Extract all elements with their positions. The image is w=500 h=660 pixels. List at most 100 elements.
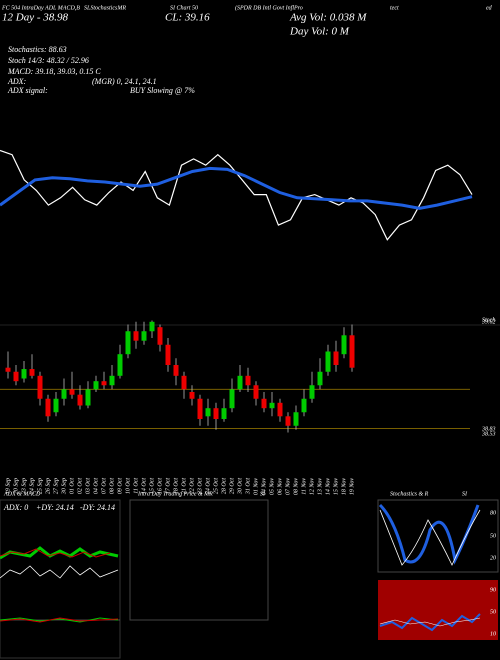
candle-body	[109, 375, 115, 386]
hdr: ed	[486, 5, 493, 11]
date-label: 24 Sep	[28, 478, 35, 494]
candle-body	[349, 335, 355, 368]
day-change: 12 Day - 38.98	[2, 12, 68, 24]
date-label: 15 Nov	[333, 478, 339, 496]
blue-line	[0, 166, 473, 210]
avg-vol: Avg Vol: 0.038 M	[289, 12, 367, 24]
mdy-text: -DY: 24.14	[80, 503, 115, 512]
candle-body	[317, 371, 323, 386]
stochastics: Stochastics: 88.63	[8, 45, 67, 54]
candle-body	[181, 375, 187, 390]
hdr: SLStochasticsMR	[84, 5, 126, 11]
adx-text: ADX: 0	[3, 503, 28, 512]
candle-body	[53, 398, 59, 413]
candle-body	[261, 398, 267, 409]
date-label: 13 Nov	[317, 478, 323, 496]
candle-body	[325, 351, 331, 372]
date-label: 18 Nov	[341, 478, 347, 496]
osc-label: Stoch	[482, 317, 495, 323]
hdr: tect	[390, 5, 399, 11]
price-label: 38.83	[481, 426, 496, 432]
date-label: 23 Oct	[197, 478, 203, 494]
candle-body	[85, 389, 91, 406]
tick: 50	[490, 609, 496, 615]
candle-body	[149, 321, 155, 332]
candle-body	[245, 375, 251, 386]
dy-line	[0, 548, 111, 558]
date-label: 29 Oct	[229, 478, 235, 494]
panel-title: Stochastics & R	[390, 491, 429, 497]
pdy-text: +DY: 24.14	[36, 503, 74, 512]
dy-line	[0, 565, 119, 579]
tick: 80	[490, 510, 496, 516]
date-label: 16 Oct	[157, 478, 163, 494]
candle-body	[301, 398, 307, 413]
tick: 20	[490, 555, 496, 561]
candle-body	[221, 408, 227, 419]
date-label: 25 Sep	[37, 478, 43, 494]
candle-body	[237, 375, 243, 390]
stoch-panel	[377, 499, 499, 573]
date-label: 26 Sep	[45, 478, 51, 494]
candle-body	[205, 408, 211, 417]
candle-body	[93, 381, 99, 390]
candle-body	[45, 398, 51, 417]
rsi	[379, 613, 481, 632]
signal: BUY Slowing @ 7%	[130, 86, 195, 95]
close: CL: 39.16	[165, 12, 210, 24]
date-label: 19 Sep	[5, 478, 11, 494]
date-label: 17 Oct	[165, 478, 171, 494]
candle-body	[69, 389, 75, 395]
date-label: 22 Oct	[189, 478, 195, 494]
date-label: 10 Oct	[125, 478, 131, 494]
adx: ADX:	[7, 77, 27, 86]
candle-body	[173, 365, 179, 376]
candle-body	[189, 392, 195, 399]
date-label: 11 Nov	[301, 478, 307, 495]
date-label: 30 Sep	[61, 478, 67, 495]
candle-body	[277, 402, 283, 417]
candle-body	[37, 375, 43, 399]
white-line	[0, 149, 473, 241]
hdr: FC 504 IntraDay ADL MACD,B	[1, 4, 80, 11]
date-label: 08 Oct	[109, 478, 115, 494]
price-label: 38.53	[481, 431, 496, 437]
candle-body	[29, 369, 35, 376]
adx-signal: ADX signal:	[7, 86, 48, 95]
date-label: 07 Oct	[101, 478, 107, 494]
date-label: 06 Nov	[277, 478, 283, 496]
date-label: 09 Oct	[117, 478, 123, 494]
candle-body	[157, 327, 163, 345]
stoch-k	[378, 503, 480, 565]
macd: MACD: 39.18, 39.03, 0.15 C	[7, 67, 101, 76]
date-label: 14 Oct	[140, 478, 147, 494]
candle-body	[285, 416, 291, 426]
date-label: 30 Oct	[237, 478, 243, 495]
candle-body	[309, 385, 315, 399]
candle-body	[5, 367, 11, 372]
candle-body	[197, 398, 203, 419]
candle-body	[141, 331, 147, 341]
date-label: 03 Oct	[85, 478, 91, 494]
day-vol: Day Vol: 0 M	[289, 26, 350, 38]
intraday-panel	[129, 499, 269, 621]
candle-body	[21, 369, 27, 379]
candle-body	[61, 389, 67, 399]
tick: 50	[490, 533, 496, 539]
date-label: 24 Oct	[204, 478, 211, 494]
date-label: 04 Nov	[260, 478, 267, 496]
panel-title: Intra Day Trading Price & MR	[137, 491, 213, 497]
macd-line	[0, 617, 119, 623]
tick: 90	[490, 587, 496, 593]
candle-body	[133, 331, 139, 341]
date-label: 23 Sep	[21, 478, 27, 494]
date-label: 11 Oct	[133, 478, 139, 494]
date-label: 31 Oct	[245, 478, 251, 495]
date-label: 01 Nov	[253, 478, 259, 496]
rsi-avg	[379, 617, 481, 627]
candle-body	[293, 412, 299, 426]
candle-body	[165, 344, 171, 365]
date-label: 27 Sep	[53, 478, 59, 494]
stoch: Stoch 14/3: 48.32 / 52.96	[8, 56, 89, 65]
